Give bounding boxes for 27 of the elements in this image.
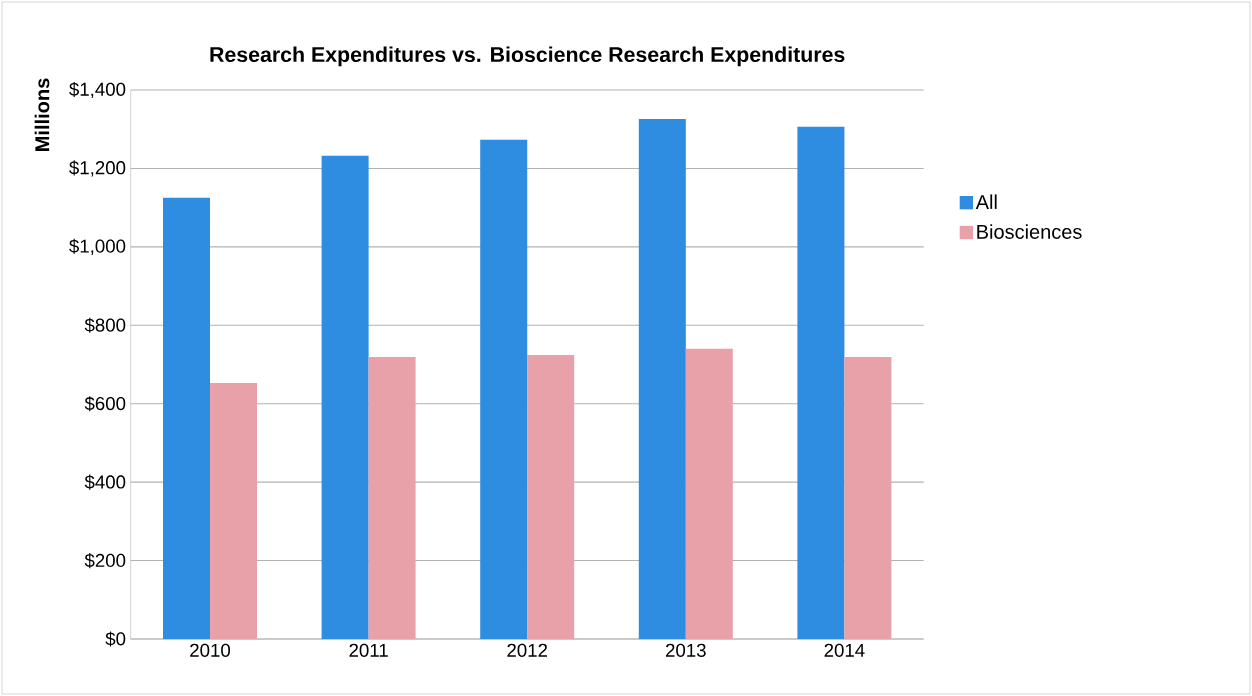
x-tick-label: 2011 (349, 643, 388, 657)
chart-title: Research Expenditures vs. Bioscience Research Expenditures (210, 46, 845, 67)
y-axis-title: Millions (34, 78, 50, 151)
bar (210, 382, 257, 639)
y-tick-label: $1,000 (69, 238, 126, 255)
y-tick-label: $400 (84, 474, 126, 490)
bar (480, 139, 528, 639)
bar (685, 348, 733, 639)
bar (797, 126, 845, 639)
y-tick-label: $0 (105, 631, 126, 647)
y-tick-label: $600 (84, 396, 126, 412)
bar (163, 197, 211, 639)
x-tick-label: 2014 (824, 643, 865, 657)
bar (844, 357, 892, 639)
bar (368, 357, 416, 639)
x-tick-label: 2012 (507, 643, 548, 657)
y-tick-label: $1,200 (69, 160, 126, 177)
y-tick-label: $800 (84, 317, 126, 333)
y-tick-label: $200 (84, 553, 126, 569)
y-tick-label: $1,400 (69, 81, 126, 99)
bar (321, 155, 369, 639)
bar (527, 355, 575, 639)
legend-label: Biosciences (977, 224, 1082, 239)
bar (638, 119, 686, 639)
legend-label: All (975, 194, 997, 209)
x-tick-label: 2010 (190, 643, 231, 657)
x-tick-label: 2013 (665, 643, 706, 657)
